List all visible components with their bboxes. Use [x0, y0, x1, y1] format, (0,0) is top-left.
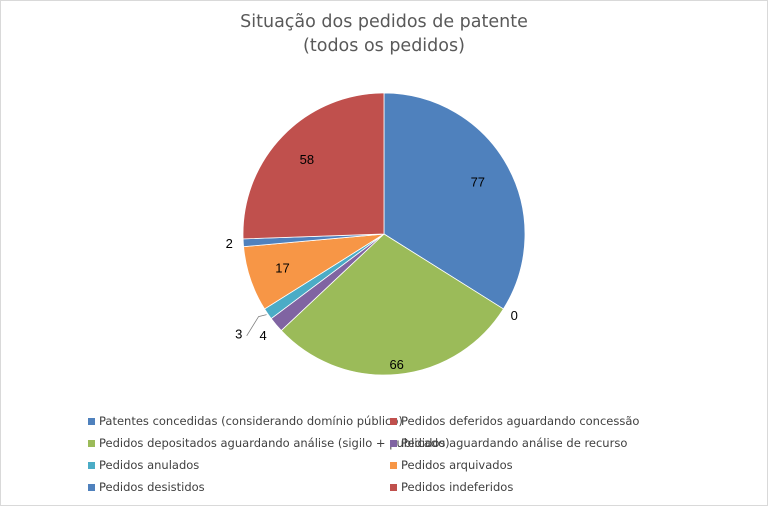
- chart-subtitle: (todos os pedidos): [303, 36, 465, 56]
- legend-item-pedidos-depositados-aguardando-analise-sigilo-publicado: Pedidos depositados aguardando análise (…: [88, 436, 450, 450]
- legend-swatch: [88, 461, 95, 469]
- legend-item-pedidos-indeferidos: Pedidos indeferidos: [390, 480, 513, 494]
- legend-item-pedidos-deferidos-aguardando-concessao: Pedidos deferidos aguardando concessão: [390, 414, 639, 428]
- data-label-pedidos-arquivados: 17: [275, 261, 289, 276]
- pie-slice-pedidos-depositados-aguardando-analise-sigilo-publicado: [280, 233, 504, 376]
- legend-item-pedidos-arquivados: Pedidos arquivados: [390, 458, 513, 472]
- legend-label: Pedidos aguardando análise de recurso: [401, 436, 628, 450]
- legend-label: Pedidos indeferidos: [401, 480, 514, 494]
- chart-title: Situação dos pedidos de patente: [240, 12, 528, 32]
- data-label-pedidos-desistidos: 2: [226, 236, 233, 251]
- legend-swatch: [88, 439, 95, 447]
- legend-item-patentes-concedidas-considerando-dominio-publico: Patentes concedidas (considerando domíni…: [88, 414, 403, 428]
- data-label-pedidos-anulados: 3: [235, 326, 242, 341]
- legend-swatch: [390, 417, 397, 425]
- legend-item-pedidos-anulados: Pedidos anulados: [88, 458, 199, 472]
- data-label-patentes-concedidas-considerando-dominio-publico: 77: [471, 175, 485, 190]
- data-label-pedidos-depositados-aguardando-analise-sigilo-publicado: 66: [389, 357, 403, 372]
- legend-swatch: [390, 483, 397, 491]
- chart-title-block: Situação dos pedidos de patente (todos o…: [0, 10, 768, 58]
- legend-label: Pedidos depositados aguardando análise (…: [99, 436, 450, 450]
- legend-swatch: [88, 417, 95, 425]
- legend-swatch: [390, 461, 397, 469]
- data-label-pedidos-deferidos-aguardando-concessao: 0: [511, 308, 518, 323]
- legend-label: Pedidos anulados: [99, 458, 200, 472]
- pie-slice-patentes-concedidas-considerando-dominio-publico: [383, 92, 526, 310]
- legend-label: Patentes concedidas (considerando domíni…: [99, 414, 403, 428]
- pie-slice-pedidos-indeferidos: [242, 92, 385, 240]
- legend-label: Pedidos deferidos aguardando concessão: [401, 414, 640, 428]
- legend-label: Pedidos desistidos: [99, 480, 205, 494]
- legend-swatch: [390, 439, 397, 447]
- data-label-pedidos-indeferidos: 58: [300, 152, 314, 167]
- legend-swatch: [88, 483, 95, 491]
- legend-label: Pedidos arquivados: [401, 458, 513, 472]
- data-label-pedidos-aguardando-analise-de-recurso: 4: [259, 328, 266, 343]
- legend-item-pedidos-desistidos: Pedidos desistidos: [88, 480, 205, 494]
- legend-item-pedidos-aguardando-analise-de-recurso: Pedidos aguardando análise de recurso: [390, 436, 627, 450]
- leader-line-pedidos-anulados: [246, 314, 267, 337]
